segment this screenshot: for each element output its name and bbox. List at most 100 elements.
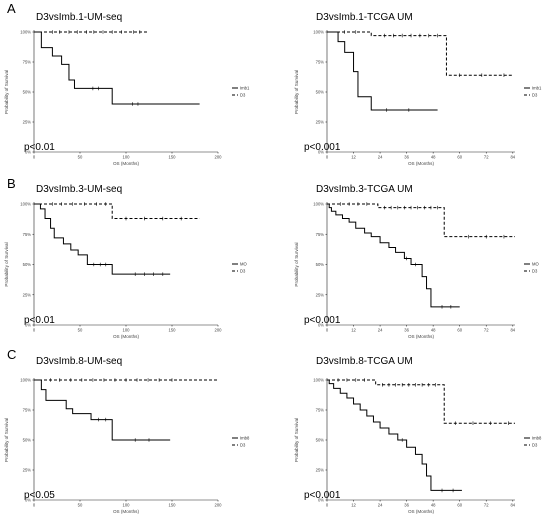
legend-label: Imb1: [240, 85, 250, 90]
y-tick-label: 25%: [23, 292, 32, 297]
y-tick-label: 0%: [25, 150, 31, 155]
x-tick-label: 24: [378, 503, 383, 508]
km-panel-3: D3vsImb.3-UM-seq p<0.010% 25% 50% 75% 100% 0 50…: [4, 184, 247, 339]
x-tick-label: 72: [484, 155, 489, 160]
x-tick-label: 48: [431, 155, 436, 160]
y-tick-label: 100%: [313, 202, 324, 207]
x-tick-label: 200: [215, 503, 223, 508]
x-axis-label: OS (Months): [113, 509, 140, 514]
y-tick-label: 50%: [23, 90, 32, 95]
x-tick-label: 60: [457, 503, 462, 508]
survival-curve-d3: [327, 31, 513, 76]
y-tick-label: 0%: [318, 150, 324, 155]
legend-label: D3: [240, 268, 246, 273]
legend-label: Imb1: [532, 85, 542, 90]
y-tick-label: 25%: [23, 468, 32, 473]
y-tick-label: 75%: [316, 408, 325, 413]
y-tick-label: 50%: [316, 90, 325, 95]
legend-label: D3: [532, 442, 538, 447]
y-tick-label: 0%: [318, 498, 324, 503]
chart-title: D3vsImb.8-UM-seq: [36, 356, 122, 367]
y-tick-label: 50%: [316, 262, 325, 267]
chart-title: D3vsImb.1-TCGA UM: [316, 12, 413, 23]
p-value-label: p<0.01: [24, 315, 55, 326]
legend-label: D3: [532, 92, 538, 97]
km-panel-1: D3vsImb.1-UM-seq p<0.010% 25% 50% 75% 100% 0 50…: [4, 12, 250, 166]
y-tick-label: 25%: [316, 292, 325, 297]
x-axis-label: OS (Months): [113, 334, 140, 339]
x-tick-label: 0: [33, 503, 36, 508]
y-tick-label: 0%: [25, 498, 31, 503]
x-tick-label: 0: [326, 503, 329, 508]
survival-curve-d3: [327, 379, 515, 424]
y-tick-label: 75%: [316, 232, 325, 237]
x-tick-label: 200: [215, 155, 223, 160]
x-tick-label: 36: [404, 155, 409, 160]
x-tick-label: 84: [510, 503, 515, 508]
x-tick-label: 200: [215, 328, 223, 333]
y-tick-label: 75%: [23, 232, 32, 237]
x-tick-label: 100: [123, 328, 131, 333]
y-tick-label: 25%: [23, 120, 32, 125]
x-tick-label: 36: [404, 328, 409, 333]
survival-curve-mo: [34, 203, 171, 275]
x-tick-label: 24: [378, 328, 383, 333]
panel-a-letter: A: [7, 1, 16, 16]
y-tick-label: 100%: [313, 378, 324, 383]
legend-label: MO: [532, 261, 539, 266]
p-value-label: p<0.05: [24, 490, 55, 501]
survival-curve-imb1: [34, 31, 200, 105]
y-axis-label: Probability of Survival: [294, 418, 299, 462]
x-tick-label: 12: [351, 155, 356, 160]
x-tick-label: 150: [169, 328, 177, 333]
y-tick-label: 75%: [23, 408, 32, 413]
x-tick-label: 0: [33, 328, 36, 333]
x-axis-label: OS (Months): [408, 509, 435, 514]
x-axis-label: OS (Months): [408, 161, 435, 166]
x-tick-label: 150: [169, 155, 177, 160]
x-tick-label: 100: [123, 155, 131, 160]
p-value-label: p<0.01: [24, 142, 55, 153]
y-tick-label: 100%: [20, 378, 31, 383]
y-tick-label: 0%: [318, 323, 324, 328]
survival-curve-mo: [327, 203, 460, 308]
x-tick-label: 0: [33, 155, 36, 160]
chart-title: D3vsImb.8-TCGA UM: [316, 356, 413, 367]
y-tick-label: 50%: [316, 438, 325, 443]
p-value-label: p<0.001: [304, 142, 341, 153]
y-axis-label: Probability of Survival: [4, 242, 9, 286]
x-tick-label: 0: [326, 155, 329, 160]
y-tick-label: 25%: [316, 468, 325, 473]
x-tick-label: 50: [78, 155, 83, 160]
x-tick-label: 60: [457, 328, 462, 333]
survival-curve-imb8: [34, 379, 171, 441]
legend-label: D3: [240, 92, 246, 97]
legend-label: Imb8: [532, 435, 542, 440]
x-tick-label: 72: [484, 503, 489, 508]
y-axis-label: Probability of Survival: [4, 70, 9, 114]
y-axis-label: Probability of Survival: [294, 242, 299, 286]
x-tick-label: 100: [123, 503, 131, 508]
y-tick-label: 75%: [23, 60, 32, 65]
p-value-label: p<0.001: [304, 315, 341, 326]
x-tick-label: 60: [457, 155, 462, 160]
y-tick-label: 100%: [20, 202, 31, 207]
km-panel-5: D3vsImb.8-UM-seq p<0.050% 25% 50% 75% 100% 0 50…: [4, 356, 250, 514]
x-tick-label: 0: [326, 328, 329, 333]
survival-curve-imb8: [327, 379, 462, 491]
y-tick-label: 100%: [20, 30, 31, 35]
survival-curve-imb1: [327, 31, 438, 111]
x-tick-label: 48: [431, 503, 436, 508]
survival-curve-d3: [327, 203, 515, 238]
y-tick-label: 50%: [23, 438, 32, 443]
x-tick-label: 24: [378, 155, 383, 160]
legend-label: MO: [240, 261, 247, 266]
panel-c-letter: C: [7, 347, 16, 362]
chart-title: D3vsImb.3-TCGA UM: [316, 184, 413, 195]
x-tick-label: 48: [431, 328, 436, 333]
y-tick-label: 0%: [25, 323, 31, 328]
chart-title: D3vsImb.1-UM-seq: [36, 12, 122, 23]
